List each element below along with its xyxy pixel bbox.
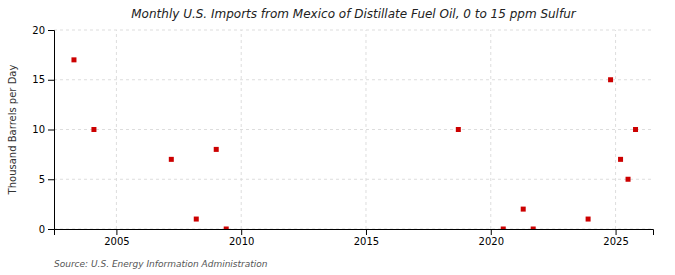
y-axis-tick-label: 0 [39,224,45,235]
point [91,127,96,132]
grid [54,30,653,229]
grid-line-y [54,179,653,180]
y-axis-line [48,31,55,230]
point [194,217,199,222]
points [71,57,638,229]
grid-line-y [54,79,653,80]
y-axis-tick-mark [48,229,54,230]
point [71,57,76,62]
grid-line-x [615,30,616,229]
x-axis-tick: 2025 [603,229,628,247]
y-axis-tick-label: 5 [39,174,45,185]
y-axis-tick-label: 10 [32,124,45,135]
title: Monthly U.S. Imports from Mexico of Dist… [131,7,577,21]
x-axis-tick: 2005 [104,229,129,247]
point [626,177,631,182]
chart-container: 2005 2010 2015 2020 2025 0 5 10 15 20 Monthly U.S.… [0,0,675,275]
x-axis-tick: 2020 [479,229,504,247]
point [618,157,623,162]
y-axis-tick-mark [48,30,54,31]
point [501,227,506,230]
y-axis-tick-mark [48,179,54,180]
point [633,127,638,132]
x-axis-tick-label: 2010 [229,236,254,247]
x-axis-tick-mark [616,229,617,235]
grid-line-x [490,30,491,229]
x-axis-tick: 2010 [229,229,254,247]
y-axis-tick-mark [48,80,54,81]
point [169,157,174,162]
chart-svg: 2005 2010 2015 2020 2025 0 5 10 15 20 Monthly U.S.… [0,0,675,275]
x-axis: 2005 2010 2015 2020 2025 [55,229,654,247]
point [586,217,591,222]
x-axis-tick-mark [491,229,492,235]
point [214,147,219,152]
point [456,127,461,132]
point [521,207,526,212]
x-axis-tick-label: 2015 [354,236,379,247]
x-axis-line [55,230,654,236]
x-axis-tick-mark [241,229,242,235]
point [531,227,536,230]
grid-line-y [54,30,653,31]
y-axis-title: Thousand Barrels per Day [7,65,18,196]
grid-line-y [54,129,653,130]
y-axis: 0 5 10 15 20 [32,25,54,235]
x-axis-tick: 2015 [354,229,379,247]
point [224,227,229,230]
x-axis-tick-mark [116,229,117,235]
y-axis-tick: 5 [39,174,54,185]
y-axis-tick-label: 15 [32,74,45,85]
point [608,77,613,82]
y-axis-tick-label: 20 [32,25,45,36]
y-axis-tick: 20 [32,25,54,36]
x-axis-tick-label: 2025 [603,236,628,247]
x-axis-tick-mark [366,229,367,235]
y-axis-tick: 15 [32,74,54,85]
x-axis-tick-label: 2020 [479,236,504,247]
y-axis-tick: 0 [39,224,54,235]
source-note: Source: U.S. Energy Information Administ… [54,259,268,269]
x-axis-tick-label: 2005 [104,236,129,247]
y-axis-tick-mark [48,130,54,131]
y-axis-tick: 10 [32,124,54,135]
